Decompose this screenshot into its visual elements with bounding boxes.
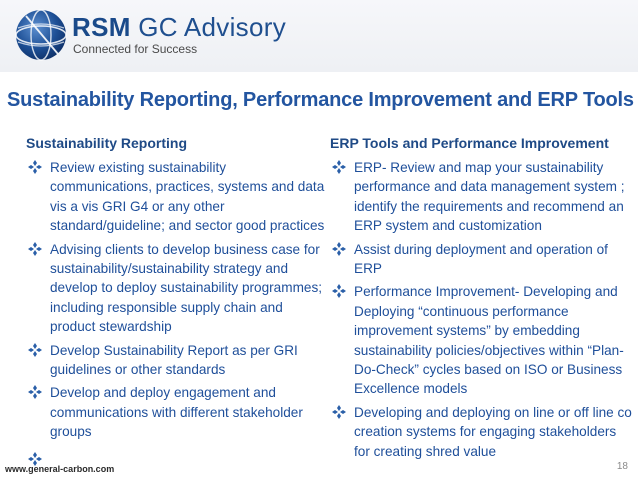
brand: RSM GC Advisory Connected for Success xyxy=(72,13,286,56)
left-bullet-list: Review existing sustainability communica… xyxy=(26,158,326,442)
list-item-text: Advising clients to develop business cas… xyxy=(50,241,323,335)
left-column: Sustainability Reporting Review existing… xyxy=(26,135,326,446)
diamond-bullet-icon xyxy=(28,160,42,174)
list-item: ERP- Review and map your sustainability … xyxy=(330,158,632,236)
list-item: Developing and deploying on line or off … xyxy=(330,403,632,461)
list-item-text: Develop and deploy engagement and commun… xyxy=(50,385,303,440)
diamond-bullet-icon xyxy=(332,241,346,256)
diamond-bullet-icon xyxy=(332,284,346,299)
globe-logo-icon xyxy=(15,9,67,61)
list-item: Develop and deploy engagement and commun… xyxy=(26,383,326,441)
list-item-text: Performance Improvement- Developing and … xyxy=(354,284,624,397)
page-number: 18 xyxy=(616,461,628,472)
list-item: Review existing sustainability communica… xyxy=(26,158,326,236)
brand-name-rest: GC Advisory xyxy=(130,12,286,42)
brand-name-bold: RSM xyxy=(72,12,131,42)
list-item-text: Assist during deployment and operation o… xyxy=(354,241,608,277)
diamond-bullet-icon xyxy=(332,404,346,419)
list-item: Develop Sustainability Report as per GRI… xyxy=(26,341,326,380)
brand-tagline: Connected for Success xyxy=(73,42,198,56)
diamond-bullet-icon xyxy=(28,385,42,400)
diamond-bullet-icon xyxy=(28,241,42,256)
right-bullet-list: ERP- Review and map your sustainability … xyxy=(330,158,632,461)
footer-url[interactable]: www.general-carbon.com xyxy=(5,464,115,474)
slide-title: Sustainability Reporting, Performance Im… xyxy=(7,89,634,111)
list-item-text: Develop Sustainability Report as per GRI… xyxy=(50,342,298,378)
list-item-text: ERP- Review and map your sustainability … xyxy=(354,160,625,234)
list-item: Advising clients to develop business cas… xyxy=(26,240,326,337)
list-item-text: Developing and deploying on line or off … xyxy=(354,404,632,459)
brand-name: RSM GC Advisory xyxy=(72,13,286,41)
diamond-bullet-icon xyxy=(28,342,42,357)
diamond-bullet-icon xyxy=(332,160,346,174)
list-item: Assist during deployment and operation o… xyxy=(330,240,632,279)
slide-header: RSM GC Advisory Connected for Success xyxy=(0,0,638,72)
list-item-text: Review existing sustainability communica… xyxy=(50,160,325,234)
right-column-heading: ERP Tools and Performance Improvement xyxy=(330,135,609,151)
right-column: ERP Tools and Performance Improvement ER… xyxy=(330,135,632,465)
diamond-bullet-icon xyxy=(28,452,42,466)
left-column-heading: Sustainability Reporting xyxy=(26,135,188,151)
list-item: Performance Improvement- Developing and … xyxy=(330,282,632,398)
